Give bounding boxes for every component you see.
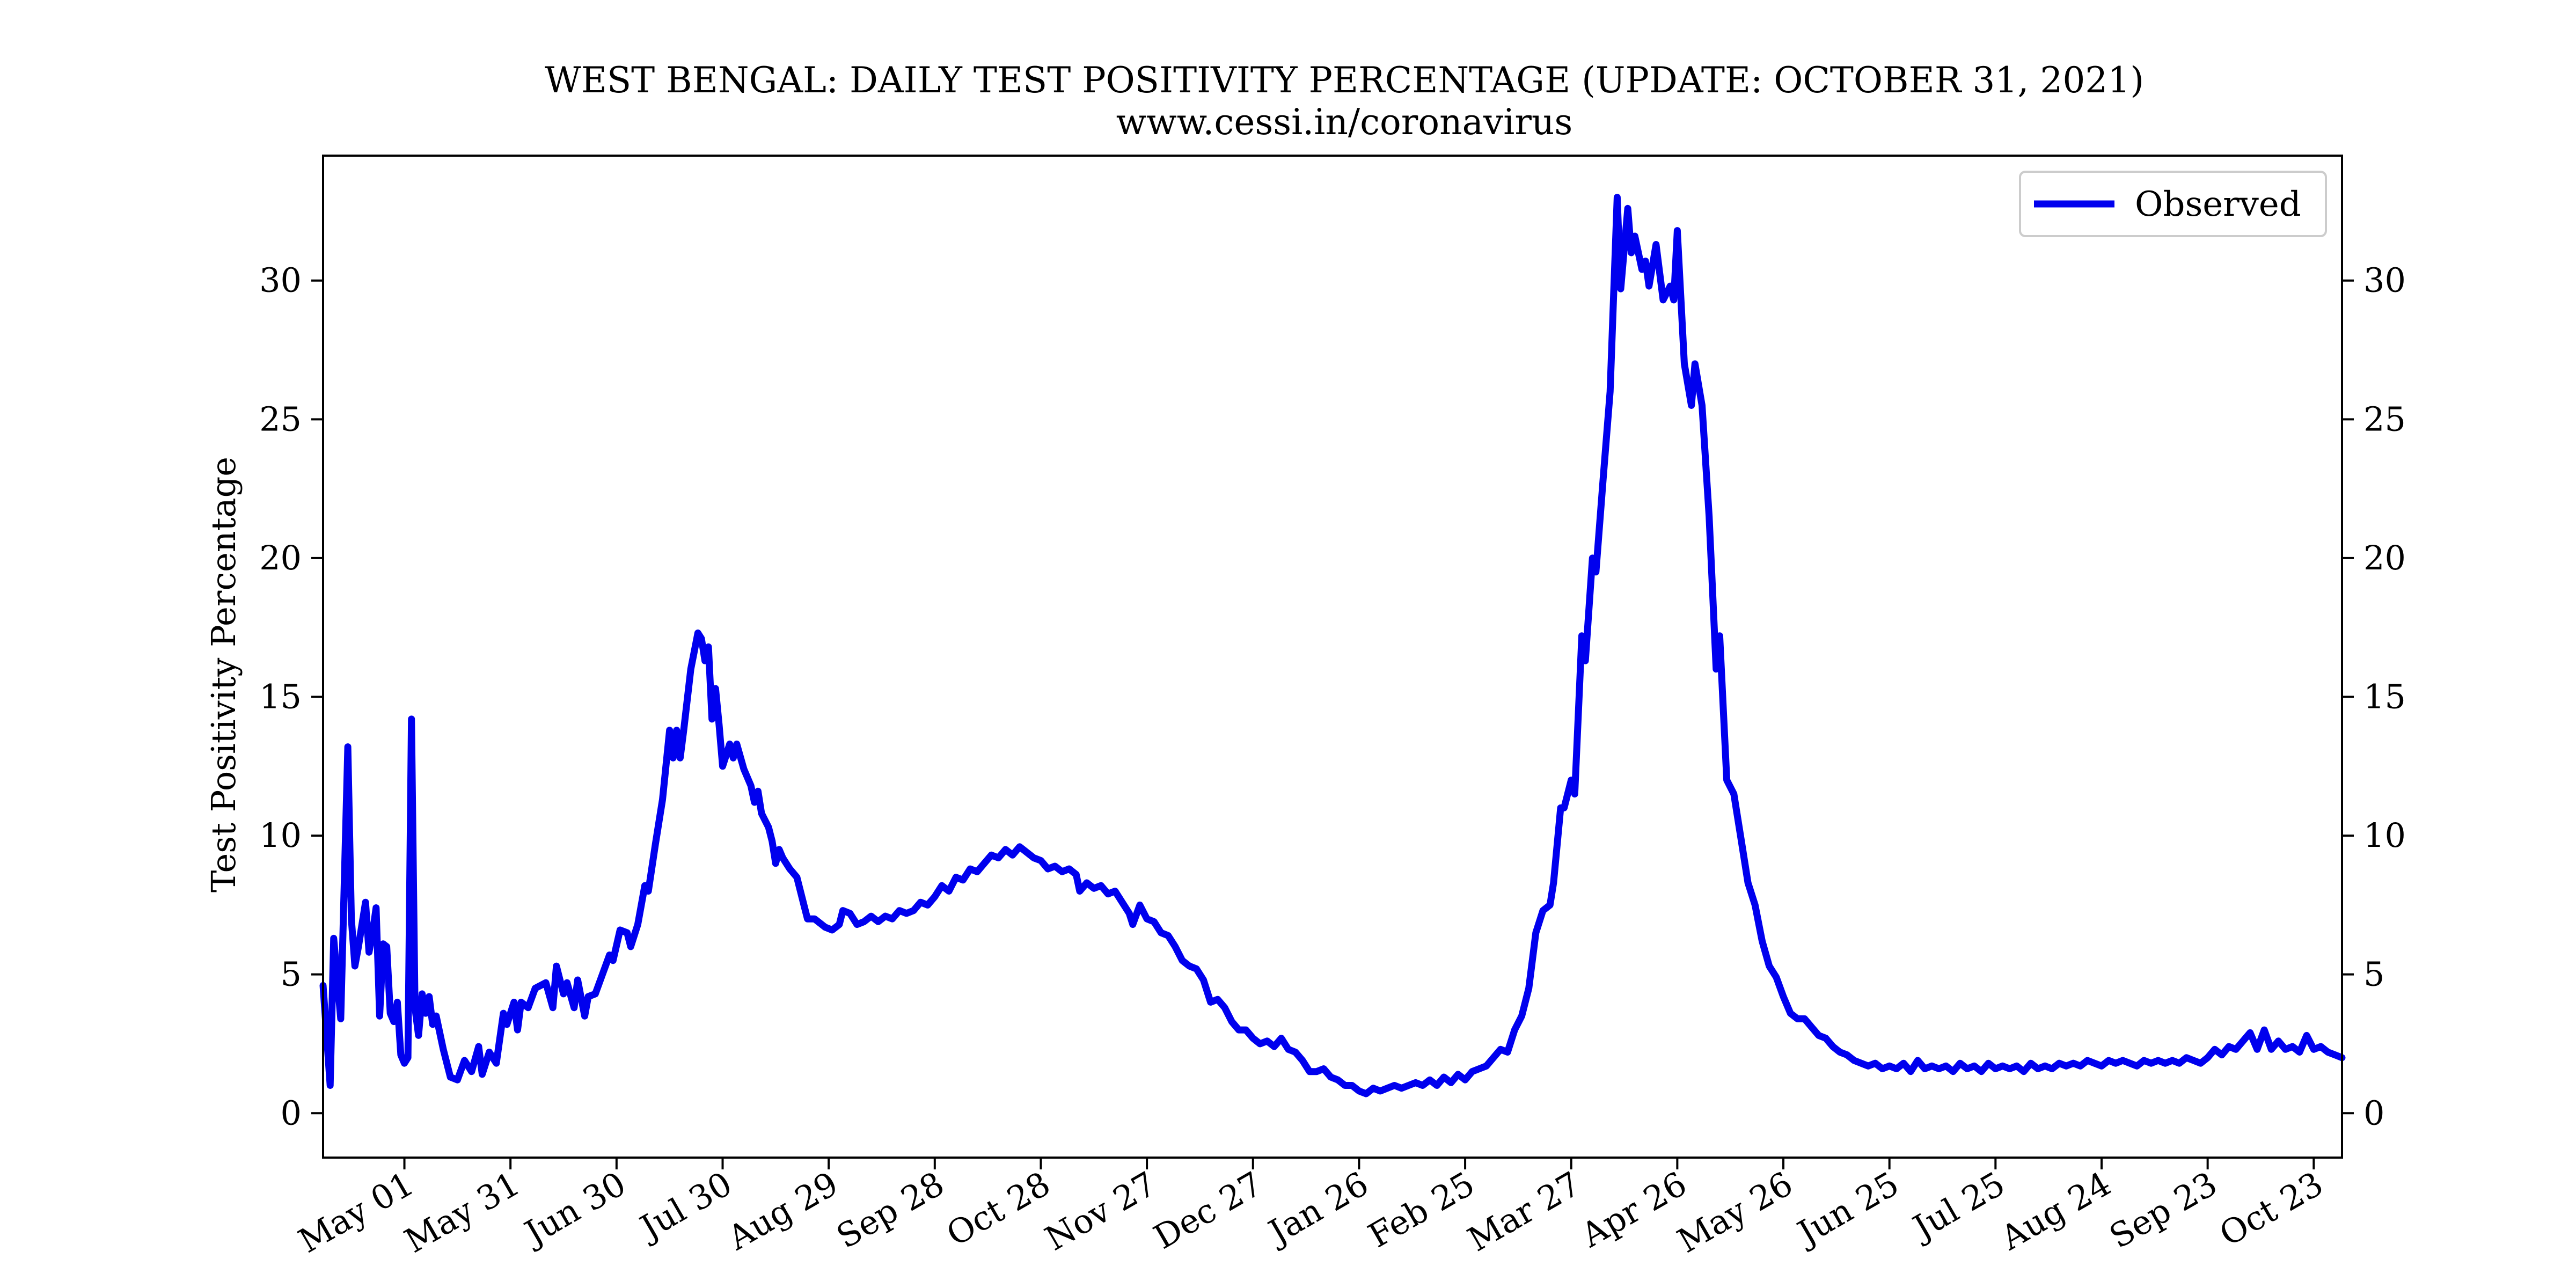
y-axis-left: 0 5 10 15 20 25 30 bbox=[259, 261, 323, 1132]
y-axis-label: Test Positivity Percentage bbox=[204, 457, 243, 892]
chart-subtitle: www.cessi.in/coronavirus bbox=[1116, 101, 1573, 143]
x-tick-label: Oct 23 bbox=[2213, 1164, 2330, 1254]
y-tick-label-left: 0 bbox=[281, 1093, 302, 1132]
y-axis-right: 0 5 10 15 20 25 30 bbox=[2342, 261, 2406, 1132]
y-tick-label-left: 30 bbox=[259, 261, 302, 300]
x-tick-label: Aug 24 bbox=[1994, 1164, 2117, 1258]
x-tick-label: Aug 29 bbox=[721, 1164, 844, 1258]
series-group bbox=[319, 194, 2346, 1097]
y-tick-label-right: 5 bbox=[2363, 955, 2384, 994]
y-tick-label-left: 10 bbox=[259, 816, 302, 855]
y-tick-label-left: 5 bbox=[281, 955, 302, 994]
x-tick-label: Sep 28 bbox=[830, 1164, 950, 1256]
x-tick-label: May 01 bbox=[292, 1164, 420, 1261]
y-tick-label-right: 25 bbox=[2363, 399, 2406, 438]
y-tick-label-right: 15 bbox=[2363, 677, 2406, 716]
chart-title: WEST BENGAL: DAILY TEST POSITIVITY PERCE… bbox=[545, 60, 2144, 101]
x-tick-label: Nov 27 bbox=[1038, 1164, 1163, 1258]
x-tick-label: Jul 30 bbox=[631, 1164, 738, 1249]
x-tick-label: Sep 23 bbox=[2103, 1164, 2223, 1256]
series-line-observed bbox=[319, 194, 2346, 1097]
x-tick-label: Dec 27 bbox=[1147, 1164, 1269, 1257]
x-tick-label: May 31 bbox=[398, 1164, 526, 1261]
x-tick-label: Jan 26 bbox=[1260, 1164, 1375, 1253]
x-tick-label: Mar 27 bbox=[1461, 1164, 1587, 1260]
y-tick-label-right: 10 bbox=[2363, 816, 2406, 855]
y-tick-label-left: 25 bbox=[259, 399, 302, 438]
x-tick-label: Feb 25 bbox=[1362, 1164, 1481, 1256]
y-tick-label-right: 20 bbox=[2363, 538, 2406, 577]
legend: Observed bbox=[2019, 171, 2327, 237]
x-tick-label: Oct 28 bbox=[940, 1164, 1057, 1254]
plot-frame bbox=[322, 155, 2343, 1159]
y-tick-label-left: 15 bbox=[259, 677, 302, 716]
legend-box bbox=[2019, 171, 2327, 237]
x-tick-label: Jun 30 bbox=[516, 1164, 633, 1254]
x-tick-label: Apr 26 bbox=[1574, 1164, 1693, 1255]
y-tick-label-left: 20 bbox=[259, 538, 302, 577]
x-tick-label: May 26 bbox=[1671, 1164, 1799, 1261]
legend-label: Observed bbox=[2135, 185, 2301, 224]
x-tick-label: Jun 25 bbox=[1788, 1164, 1905, 1254]
y-tick-label-right: 0 bbox=[2363, 1093, 2384, 1132]
y-tick-label-right: 30 bbox=[2363, 261, 2406, 300]
x-tick-label: Jul 25 bbox=[1904, 1164, 2011, 1249]
